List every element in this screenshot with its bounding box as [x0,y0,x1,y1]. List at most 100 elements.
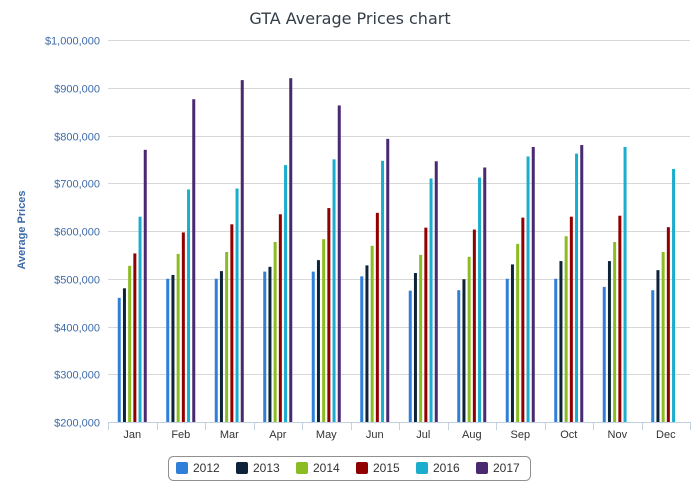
grid-lines [108,40,690,375]
bar-2016-jul [429,178,433,422]
bar-2017-jun [386,138,390,422]
bars [117,78,676,423]
x-tick-label: Nov [608,429,628,441]
x-tick-label: Mar [220,429,239,441]
bar-2017-may [337,105,341,423]
legend-swatch-2013 [236,462,248,474]
legend-label-2014: 2014 [313,461,340,475]
bar-2016-jun [381,160,385,422]
bar-2013-mar [219,271,223,422]
y-tick-label: $900,000 [54,84,100,96]
bar-2016-feb [187,189,191,422]
bar-2015-mar [230,224,234,422]
bar-2015-dec [666,227,670,422]
bar-2014-jun [370,245,374,422]
x-tick-label: Aug [462,429,482,441]
x-tick-label: Jun [366,429,384,441]
bar-2015-oct [569,216,573,422]
bar-2017-aug [483,167,487,422]
y-tick-label: $700,000 [54,179,100,191]
bar-2016-apr [284,165,288,423]
bar-2014-oct [564,236,568,422]
bar-2012-feb [166,278,170,422]
bar-2012-jun [360,276,364,422]
legend-swatch-2012 [176,462,188,474]
bar-2014-sep [516,243,520,422]
bar-2016-aug [478,177,482,422]
legend-label-2015: 2015 [373,461,400,475]
bar-2016-mar [235,188,239,422]
legend-label-2017: 2017 [493,461,520,475]
bar-2015-feb [181,232,185,422]
bar-2014-may [322,239,326,422]
bar-2017-jan [143,149,147,422]
bar-2017-feb [192,99,196,423]
bar-2012-apr [263,271,267,422]
bar-2017-jul [434,161,438,423]
bar-2012-sep [505,278,509,422]
bar-2017-oct [580,145,584,423]
bar-2013-oct [559,261,563,422]
bar-2015-may [327,208,331,422]
bar-2012-dec [651,290,655,422]
legend: 2012 2013 2014 2015 2016 2017 [168,456,531,481]
bar-2012-aug [457,290,461,422]
legend-swatch-2015 [356,462,368,474]
y-tick-label: $400,000 [54,323,100,335]
bar-2015-apr [278,214,282,422]
legend-label-2013: 2013 [253,461,280,475]
bar-2015-nov [618,215,622,422]
bar-2013-may [316,260,320,422]
bar-2013-jan [122,288,126,422]
bar-2012-oct [554,278,558,422]
bar-2013-jun [365,265,369,422]
x-axis: Jan Feb Mar Apr May Jun Jul Aug Sep Oct Nov Dec [108,422,691,441]
y-axis-title: Average Prices [16,190,28,269]
legend-swatch-2016 [416,462,428,474]
bar-2015-sep [521,217,525,422]
x-tick-label: Jul [416,429,430,441]
bar-2014-jul [419,254,423,423]
bar-2012-nov [602,286,606,422]
legend-box [168,456,531,481]
bar-2016-nov [623,146,627,422]
legend-swatch-2014 [296,462,308,474]
x-tick-label: May [316,429,337,441]
bar-2012-jul [408,290,412,422]
bar-2016-oct [575,153,579,422]
bar-2017-apr [289,78,293,422]
x-tick-label: Apr [269,429,286,441]
bar-2015-jan [133,253,137,422]
bar-2014-apr [273,241,277,422]
bar-2017-mar [240,80,244,423]
x-tick-label: Dec [656,429,676,441]
legend-swatch-2017 [476,462,488,474]
bar-2013-sep [510,264,514,422]
y-tick-label: $200,000 [54,418,100,430]
bar-2013-nov [607,261,611,422]
x-tick-label: Jan [123,429,141,441]
bar-2014-nov [613,241,617,422]
y-tick-label: $300,000 [54,370,100,382]
bar-2016-jan [138,216,142,422]
bar-2014-aug [467,256,471,422]
bar-2012-may [311,271,315,422]
bar-2014-mar [225,252,229,422]
legend-label-2016: 2016 [433,461,460,475]
bar-2014-jan [128,265,132,422]
y-tick-label: $600,000 [54,227,100,239]
bar-2014-dec [661,252,665,422]
bar-2016-dec [672,168,676,422]
chart-title: GTA Average Prices chart [249,9,450,28]
bar-2012-jan [117,297,121,422]
x-tick-label: Feb [171,429,190,441]
y-tick-label: $800,000 [54,132,100,144]
bar-2015-jul [424,227,428,422]
bar-2015-jun [375,212,379,422]
bar-2016-sep [526,156,530,422]
bar-2016-may [332,159,336,423]
y-axis-ticks: $200,000 $300,000 $400,000 $500,000 $600,000… [45,36,100,430]
x-tick-label: Oct [560,429,577,441]
